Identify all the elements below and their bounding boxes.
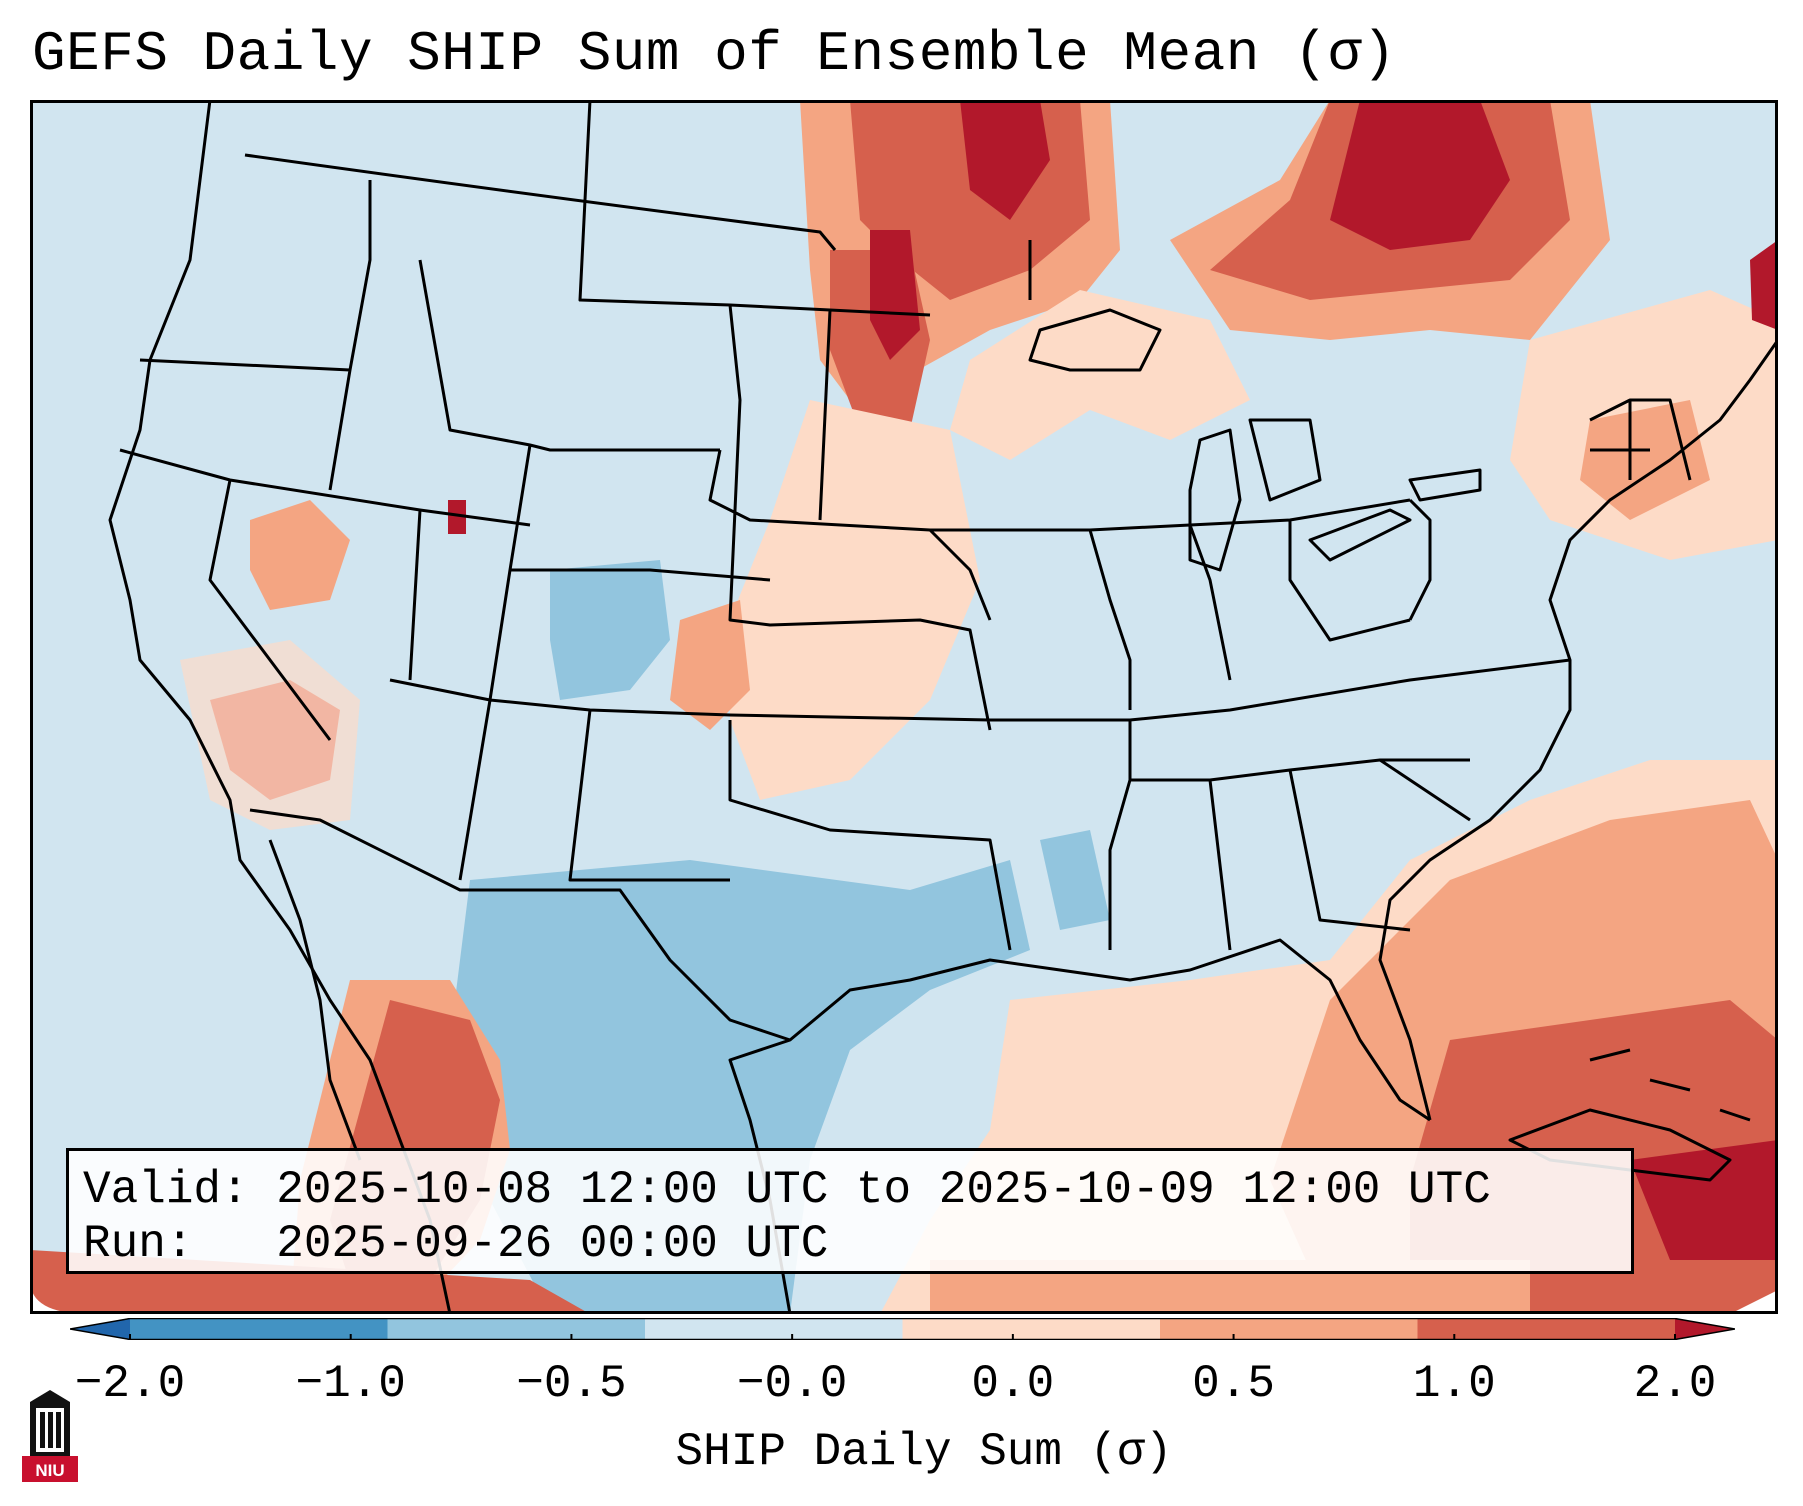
shading-plains [730,400,980,800]
state-borders [119,100,1692,951]
shading-canada-central-deep [960,100,1050,220]
colorbar-tick-label: 0.0 [971,1358,1055,1410]
shading-colorado-cool [550,560,670,700]
shading-layer [30,100,1778,1314]
validity-info-box: Valid: 2025-10-08 12:00 UTC to 2025-10-0… [66,1148,1634,1274]
colorbar-tick-label: 2.0 [1633,1358,1717,1410]
valid-time-line: Valid: 2025-10-08 12:00 UTC to 2025-10-0… [83,1164,1491,1216]
colorbar-segment [1160,1318,1418,1340]
colorbar-tick-label: −1.0 [295,1358,406,1410]
logo-text: NIU [35,1461,64,1480]
run-time-line: Run: 2025-09-26 00:00 UTC [83,1218,829,1270]
map-svg [30,100,1778,1314]
colorbar-tick-label: −0.5 [516,1358,627,1410]
colorbar-segment [645,1318,903,1340]
colorbar-tick-label: 1.0 [1412,1358,1496,1410]
colorbar-tick-label: −0.0 [736,1358,848,1410]
colorbar-tick-label: 0.5 [1192,1358,1275,1410]
colorbar-extend-low [70,1318,130,1340]
lake-huron [1248,418,1322,502]
projection-corner-left [30,1280,90,1314]
colorbar-svg [70,1318,1735,1340]
colorbar-tick-label: −2.0 [74,1358,186,1410]
shading-socal-light [180,640,360,830]
borders-layer [108,100,1778,1314]
map-panel [30,100,1778,1314]
colorbar [70,1318,1735,1340]
mexico-gulf-coast [728,938,1431,1314]
shading-great-lakes [950,290,1250,460]
figure-title: GEFS Daily SHIP Sum of Ensemble Mean (σ) [32,22,1397,86]
baja-coastline [268,839,362,1161]
pacific-coastline [108,100,452,1314]
colorbar-segment [387,1318,646,1340]
atlantic-coastline [1378,339,1778,1121]
map-frame-border [30,100,1778,1314]
shading-nevada [250,500,350,610]
lake-ontario [1408,468,1482,502]
colorbar-label: SHIP Daily Sum (σ) [675,1426,1173,1478]
shading-louisiana-cool [1040,830,1110,930]
us-canada-border [244,153,837,251]
shading-utah-spot [448,500,466,534]
projection-corner-right [1730,1290,1778,1314]
shading-canada-east-deep [1330,100,1510,250]
shading-caribbean-deep [1630,1140,1778,1260]
lake-erie [1308,508,1412,562]
shading-maine [1750,240,1778,330]
lake-michigan [1188,428,1242,572]
niu-logo: NIU [22,1390,78,1482]
bahamas [1589,1048,1751,1122]
shading-colorado-east [670,600,750,730]
colorbar-extend-high [1675,1318,1735,1340]
colorbar-segment [1417,1318,1676,1340]
shading-dakota-deep [870,230,920,360]
colorbar-ticks: −2.0 −1.0 −0.5 −0.0 0.0 0.5 1.0 2.0 [0,1356,1803,1416]
colorbar-segment [902,1318,1161,1340]
colorbar-segment [130,1318,388,1340]
lake-superior [1028,308,1162,372]
us-mexico-border [249,808,791,1042]
